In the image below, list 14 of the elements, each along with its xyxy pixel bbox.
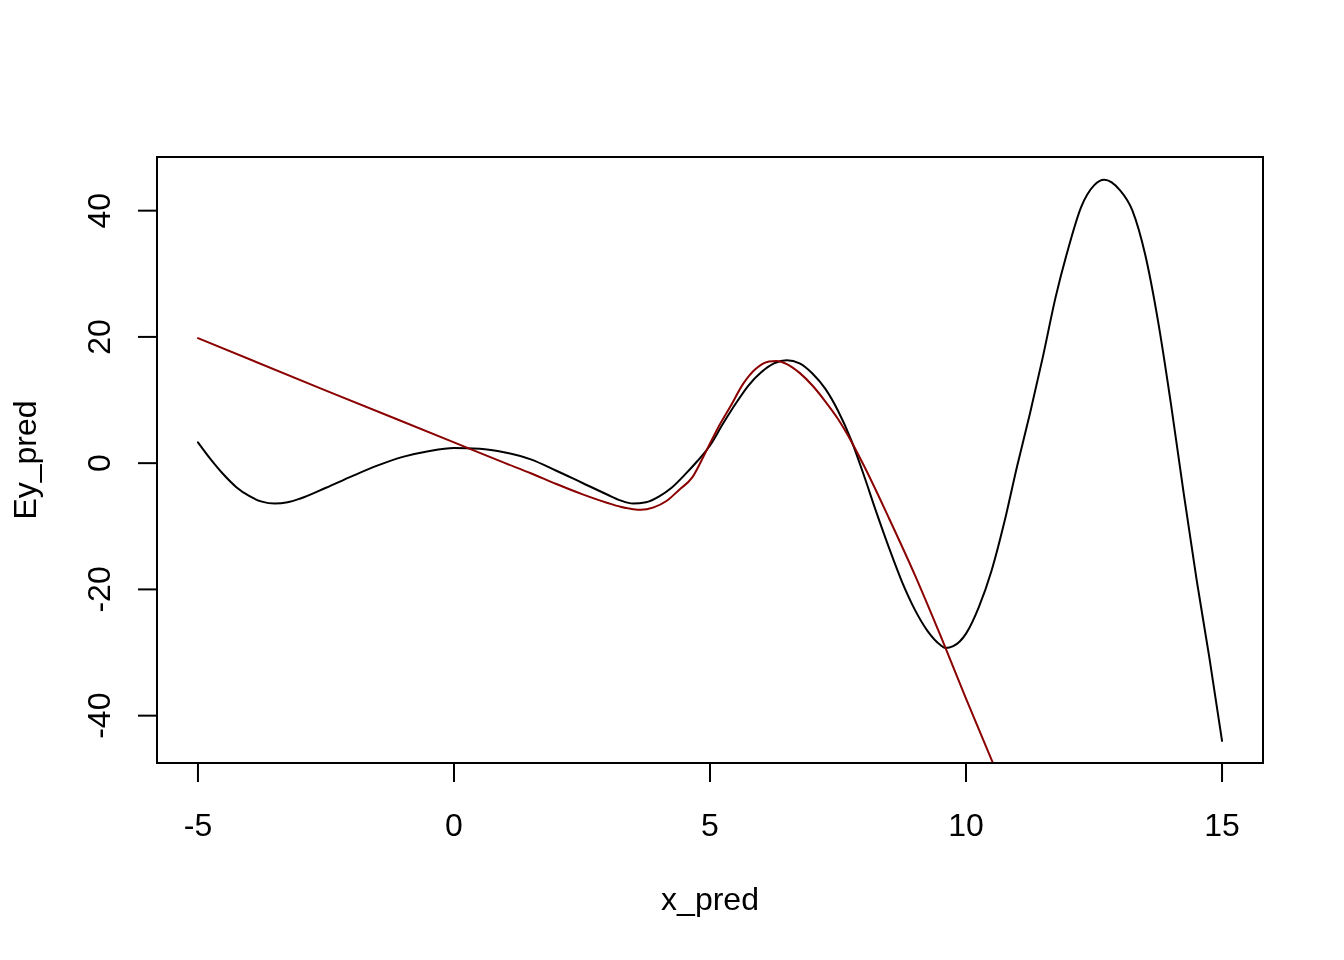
x-tick-label: 10 [948,807,984,843]
x-tick-label: 15 [1204,807,1240,843]
y-tick-label: -20 [81,566,117,613]
x-tick-label: -5 [183,807,213,843]
x-axis-title: x_pred [661,881,759,917]
x-tick-label: 0 [445,807,463,843]
y-axis-title: Ey_pred [7,400,43,520]
line-series [196,178,1224,742]
x-tick-label: 5 [701,807,719,843]
y-tick-label: -40 [81,692,117,739]
y-tick-label: 0 [81,454,117,473]
y-tick-label: 40 [81,192,117,229]
y-tick-label: 20 [81,319,117,355]
line-series [196,337,994,763]
